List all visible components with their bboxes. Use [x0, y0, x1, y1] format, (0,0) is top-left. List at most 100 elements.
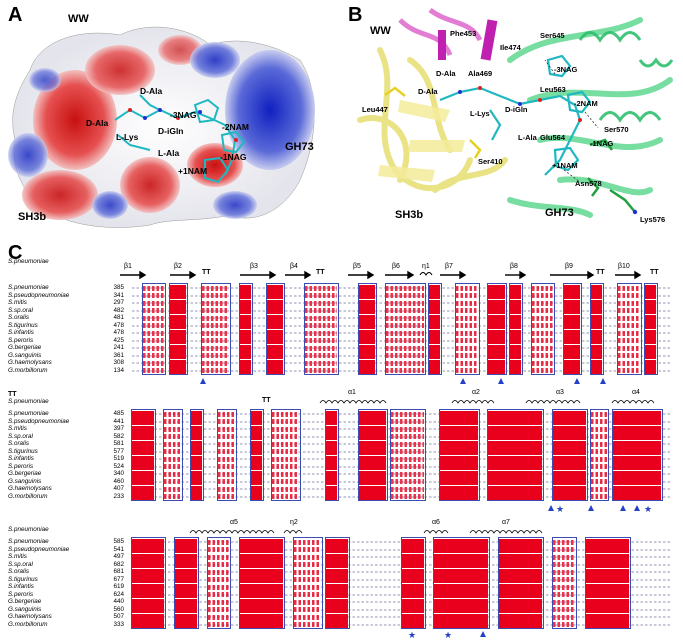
species-name: S.pseudopneumoniae: [8, 417, 70, 425]
secondary-structure-track: α5 η2 α6 α7: [189, 519, 543, 534]
label-1nag: -1NAG: [220, 152, 247, 162]
sequence-row: [132, 359, 672, 368]
label-lys576: Lys576: [640, 215, 665, 224]
species-name: G.morbillorum: [8, 366, 48, 374]
label-b-sh3b: SH3b: [395, 209, 423, 221]
panel-b-cartoon: B: [340, 0, 683, 232]
marker-track: [200, 378, 606, 384]
sequence-row: [132, 613, 672, 622]
sequence-start-number: 425: [113, 336, 124, 344]
species-name: G.haemolysans: [8, 485, 52, 492]
ss-label: α4: [632, 389, 640, 396]
label-b-digln: D-iGln: [505, 105, 528, 114]
ss-label: TT: [650, 269, 659, 276]
label-b-gh73: GH73: [545, 207, 574, 219]
sequence-row: [132, 606, 672, 614]
sequence-row: [132, 538, 672, 547]
panel-c-label: C: [8, 242, 23, 264]
sequence-row: [132, 448, 672, 456]
species-name: G.sanguinis: [8, 605, 42, 613]
ss-label: β2: [174, 263, 182, 270]
species-name: S.peroris: [8, 336, 34, 344]
species-name: S.pneumoniae: [8, 538, 49, 545]
sequence-start-number: 233: [113, 492, 124, 500]
sequence-start-number: 478: [113, 321, 124, 329]
sequence-start-number: 507: [113, 613, 124, 620]
marker-track: ★ ★: [548, 504, 652, 514]
label-b-ww: WW: [370, 25, 391, 37]
species-name: G.morbillorum: [8, 492, 48, 500]
ss-label: α2: [472, 389, 480, 396]
ss-label: α7: [502, 519, 510, 526]
alignment-block-1: S.pneumoniae β1 β2 TT β3 β4 T: [0, 258, 683, 388]
species-name: G.bergeriae: [8, 344, 42, 351]
ss-label: η2: [290, 519, 298, 526]
sequence-start-number: 478: [113, 329, 124, 336]
sequence-start-number: 441: [113, 417, 124, 425]
species-name: S.tigurinus: [8, 447, 38, 455]
sequence-start-number: 241: [113, 344, 124, 351]
sequence-start-number: 585: [113, 538, 124, 545]
sequence-row: [132, 337, 672, 345]
ss-label: α6: [432, 519, 440, 526]
ss-label: α5: [230, 519, 238, 526]
label-d-ala-1: D-Ala: [140, 86, 162, 96]
sequence-row: [132, 591, 672, 599]
ss-label: η1: [422, 263, 430, 270]
sequence-start-number: 333: [113, 620, 124, 628]
conservation-box-layer: [132, 283, 672, 375]
surface-image: WW SH3b GH73 D-Ala D-Ala L-Lys D-iGln L-…: [8, 13, 315, 228]
sequence-row: [132, 410, 672, 419]
species-name: S.oralis: [8, 568, 29, 575]
ss-label: β10: [618, 263, 630, 270]
label-ile474: Ile474: [500, 43, 522, 52]
svg-text:★: ★: [556, 504, 564, 514]
sequence-start-number: 341: [113, 291, 124, 299]
sequence-start-number: 682: [113, 560, 124, 568]
ref-species-name: S.pneumoniae: [8, 258, 49, 265]
species-name: S.oralis: [8, 314, 29, 321]
ss-label: α1: [348, 389, 356, 396]
panel-a-label: A: [8, 4, 23, 26]
ss-label: β1: [124, 263, 132, 270]
conservation-box-layer: [131, 537, 672, 629]
svg-text:★: ★: [644, 504, 652, 514]
species-name: S.pseudopneumoniae: [8, 291, 70, 299]
label-b-lala: L-Ala: [518, 133, 538, 142]
species-name: S.peroris: [8, 462, 34, 470]
sequence-start-number: 440: [113, 598, 124, 605]
sequence-row: [132, 284, 672, 293]
sequence-row: [132, 598, 672, 607]
label-b-3nag: -3NAG: [554, 65, 578, 74]
label-l-ala: L-Ala: [158, 148, 180, 158]
ss-label: TT: [316, 269, 325, 276]
species-name: S.mitis: [8, 425, 27, 432]
sequence-start-number: 681: [113, 568, 124, 575]
sequence-start-number: 407: [113, 485, 124, 492]
sequence-row: [132, 307, 672, 315]
label-b-1nam: +1NAM: [552, 161, 578, 170]
species-name: S.mitis: [8, 553, 27, 560]
ss-label: β9: [565, 263, 573, 270]
svg-text:★: ★: [444, 630, 452, 640]
sequence-row: [132, 583, 672, 592]
sequence-start-number: 134: [113, 366, 124, 374]
ligand-sticks: [114, 94, 246, 184]
label-glu564: Glu564: [540, 133, 566, 142]
sequence-row: [132, 329, 672, 338]
sequence-start-number: 619: [113, 583, 124, 590]
sequence-row: [132, 367, 672, 375]
label-b-llys: L-Lys: [470, 109, 490, 118]
marker-track: ★ ★: [408, 630, 486, 640]
species-name: G.morbillorum: [8, 620, 48, 628]
sequence-start-number: 581: [113, 440, 124, 447]
sequence-row: [132, 561, 672, 569]
sequence-row: [132, 455, 672, 464]
sequence-start-number: 385: [113, 284, 124, 291]
label-1nam: +1NAM: [178, 166, 207, 176]
species-name: S.infantis: [8, 455, 34, 462]
species-name: S.infantis: [8, 583, 34, 590]
species-name: S.pseudopneumoniae: [8, 545, 70, 553]
panel-a-surface: A: [0, 0, 335, 232]
ss-label: TT: [8, 391, 17, 398]
